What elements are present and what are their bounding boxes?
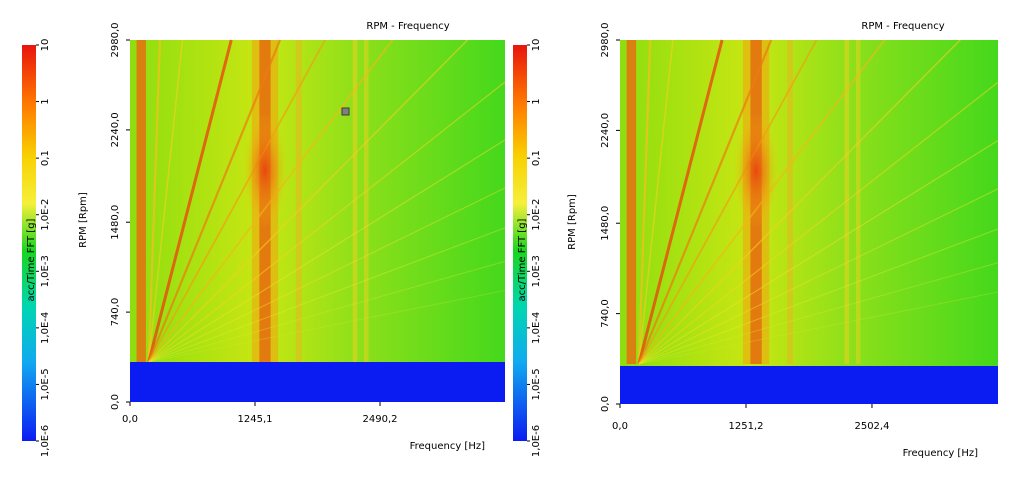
resonance-band	[626, 40, 637, 364]
plot-area-right	[620, 40, 998, 404]
x-tick-label: 2490,2	[363, 414, 398, 425]
colorbar-left	[22, 45, 36, 441]
order-line	[638, 228, 999, 365]
y-axis-title-left: RPM [Rpm]	[78, 192, 89, 248]
y-tick-label: 740,0	[600, 299, 611, 328]
colorbar-tick-label: 1,0E-4	[531, 312, 542, 344]
x-ticks-left: 0,0 1245,1 2490,2	[122, 402, 398, 425]
order-line	[147, 39, 282, 363]
chart-right: 10 1 0,1 1,0E-2 1,0E-3 1,0E-4 1,0E-5 1,0E-6 acc…	[513, 21, 999, 459]
y-tick-label: 0,0	[110, 394, 121, 410]
colorbar-tick-label: 10	[40, 39, 51, 52]
x-tick-label: 1245,1	[238, 414, 273, 425]
x-axis-title-left: Frequency [Hz]	[410, 441, 486, 452]
colorbar-tick-label: 0,1	[531, 150, 542, 166]
y-tick-label: 740,0	[110, 298, 121, 327]
order-line	[147, 39, 326, 363]
order-line	[638, 262, 999, 365]
colorbar-tick-label: 1,0E-2	[40, 199, 51, 231]
resonance-band	[855, 40, 861, 364]
y-tick-label: 2240,0	[110, 112, 121, 147]
y-ticks-left: 0,0 740,0 1480,0 2240,0 2980,0	[110, 23, 130, 410]
colorbar-tick-label: 1,0E-5	[40, 368, 51, 400]
resonance-band	[136, 40, 146, 362]
colorbar-ticks-right: 10 1 0,1 1,0E-2 1,0E-3 1,0E-4 1,0E-5 1,0E-6	[527, 39, 542, 457]
order-line	[638, 81, 999, 365]
y-tick-label: 1480,0	[600, 206, 611, 241]
colorbar-tick-label: 1,0E-3	[40, 255, 51, 287]
order-line	[148, 187, 506, 363]
colorbar-tick-label: 10	[531, 39, 542, 52]
chart-left: 10 1 0,1 1,0E-2 1,0E-3 1,0E-4 1,0E-5 1,0E-6 acc…	[22, 21, 506, 457]
colorbar-tick-label: 1,0E-4	[40, 312, 51, 344]
y-axis-title-right: RPM [Rpm]	[567, 194, 578, 250]
colorbar-tick-label: 1,0E-3	[531, 255, 542, 287]
colorbar-right	[513, 45, 527, 441]
order-line	[638, 39, 961, 365]
x-tick-label: 1251,2	[728, 421, 763, 432]
resonance-band	[295, 40, 302, 362]
colorbar-tick-label: 1	[531, 98, 542, 104]
y-tick-label: 1480,0	[110, 205, 121, 240]
order-line	[148, 81, 506, 363]
colorbar-tick-label: 1,0E-6	[531, 425, 542, 457]
colorbar-tick-label: 1,0E-2	[531, 199, 542, 231]
order-line	[637, 39, 724, 365]
resonance-band	[787, 40, 793, 364]
x-axis-title-right: Frequency [Hz]	[903, 448, 979, 459]
y-ticks-right: 0,0 740,0 1480,0 2240,0 2980,0	[600, 23, 620, 412]
order-line	[148, 260, 506, 363]
order-line	[148, 39, 184, 363]
colorbar-ticks-left: 10 1 0,1 1,0E-2 1,0E-3 1,0E-4 1,0E-5 1,0E-6	[36, 39, 51, 457]
x-tick-label: 0,0	[122, 414, 138, 425]
order-line	[148, 227, 506, 363]
colorbar-tick-label: 1	[40, 98, 51, 104]
colorbar-label-left: acc/Time FFT [g]	[26, 218, 37, 301]
order-line	[147, 39, 233, 363]
x-tick-label: 0,0	[612, 421, 628, 432]
order-line	[148, 289, 506, 363]
order-line	[637, 39, 773, 365]
plot-area-left	[130, 40, 505, 402]
y-tick-label: 2240,0	[600, 113, 611, 148]
order-line	[148, 139, 506, 363]
colorbar-tick-label: 1,0E-5	[531, 368, 542, 400]
chart-title-right: RPM - Frequency	[861, 21, 944, 32]
heatmap-features-right	[626, 39, 999, 365]
hot-spot	[733, 112, 779, 230]
order-line	[148, 39, 468, 363]
no-data-band-right	[620, 366, 998, 404]
colorbar-tick-label: 0,1	[40, 150, 51, 166]
heatmap-features-left	[136, 39, 506, 363]
resonance-band	[364, 40, 369, 362]
y-tick-label: 2980,0	[600, 23, 611, 58]
order-line	[638, 39, 674, 365]
cursor-marker[interactable]	[341, 107, 350, 116]
colorbar-label-right: acc/Time FFT [g]	[517, 218, 528, 301]
hot-spot	[242, 112, 288, 229]
order-line	[638, 188, 999, 365]
y-tick-label: 2980,0	[110, 23, 121, 58]
order-line	[637, 39, 652, 365]
x-ticks-right: 0,0 1251,2 2502,4	[612, 404, 889, 432]
no-data-band-left	[130, 362, 505, 402]
order-line	[638, 140, 999, 365]
order-line	[147, 39, 162, 363]
colorbar-tick-label: 1,0E-6	[40, 425, 51, 457]
x-tick-label: 2502,4	[854, 421, 889, 432]
order-line	[638, 291, 999, 365]
order-line	[638, 39, 818, 365]
resonance-band	[352, 40, 358, 362]
resonance-band	[844, 40, 850, 364]
chart-title-left: RPM - Frequency	[366, 21, 449, 32]
y-tick-label: 0,0	[600, 396, 611, 412]
